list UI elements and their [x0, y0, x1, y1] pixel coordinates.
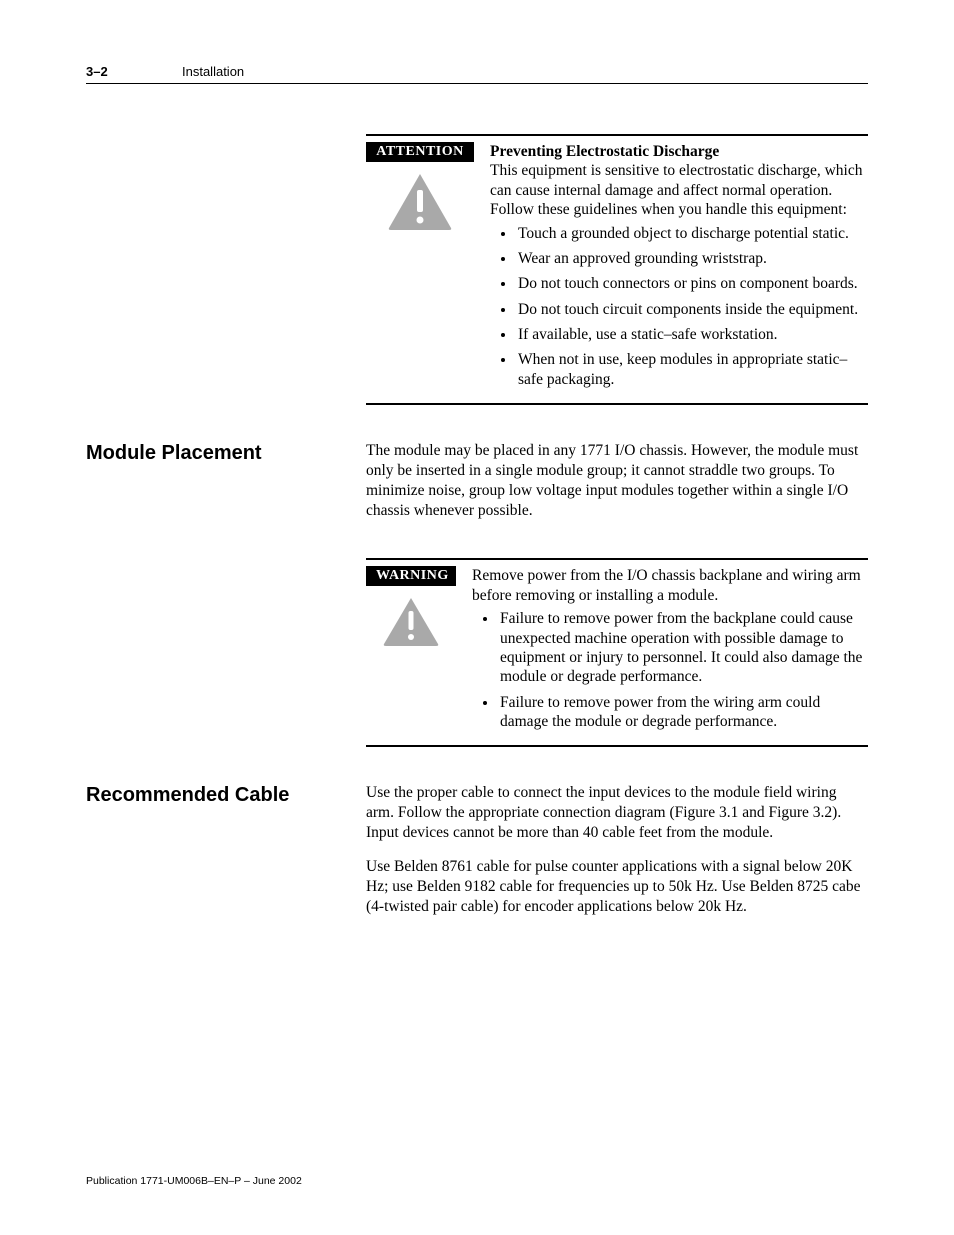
warning-bullet: Failure to remove power from the wiring … — [498, 693, 868, 732]
warning-body: Remove power from the I/O chassis backpl… — [472, 566, 868, 737]
attention-bullet-list: Touch a grounded object to discharge pot… — [490, 224, 868, 390]
recommended-cable-heading: Recommended Cable — [86, 783, 366, 930]
attention-bullet: Do not touch circuit components inside t… — [516, 300, 868, 319]
attention-bullet: If available, use a static–safe workstat… — [516, 325, 868, 344]
attention-bullet: Wear an approved grounding wriststrap. — [516, 249, 868, 268]
attention-lead-title: Preventing Electrostatic Discharge — [490, 143, 719, 160]
recommended-cable-section: Recommended Cable Use the proper cable t… — [86, 783, 868, 930]
warning-callout-wrap: WARNING Remove power from the I/O chassi… — [366, 558, 868, 747]
attention-label: ATTENTION — [366, 142, 474, 162]
warning-callout: WARNING Remove power from the I/O chassi… — [366, 558, 868, 747]
warning-triangle-icon — [386, 172, 454, 235]
page-number: 3–2 — [86, 64, 182, 79]
publication-footer: Publication 1771-UM006B–EN–P – June 2002 — [86, 1175, 302, 1187]
page-header: 3–2 Installation — [86, 64, 868, 84]
page: 3–2 Installation ATTENTION Preventing El… — [0, 0, 954, 1235]
warning-label: WARNING — [366, 566, 456, 586]
attention-callout-wrap: ATTENTION Preventing Electrostatic Disch… — [366, 134, 868, 405]
warning-intro: Remove power from the I/O chassis backpl… — [472, 566, 868, 605]
warning-triangle-icon — [382, 596, 440, 651]
recommended-cable-paragraph-1: Use the proper cable to connect the inpu… — [366, 783, 868, 842]
attention-body: Preventing Electrostatic Discharge This e… — [490, 142, 868, 395]
warning-label-column: WARNING — [366, 566, 456, 737]
module-placement-paragraph: The module may be placed in any 1771 I/O… — [366, 441, 868, 520]
attention-callout: ATTENTION Preventing Electrostatic Disch… — [366, 134, 868, 405]
module-placement-body: The module may be placed in any 1771 I/O… — [366, 441, 868, 534]
recommended-cable-body: Use the proper cable to connect the inpu… — [366, 783, 868, 930]
attention-bullet: Do not touch connectors or pins on compo… — [516, 274, 868, 293]
module-placement-section: Module Placement The module may be place… — [86, 441, 868, 534]
warning-bullet: Failure to remove power from the backpla… — [498, 609, 868, 687]
recommended-cable-paragraph-2: Use Belden 8761 cable for pulse counter … — [366, 857, 868, 916]
warning-bullet-list: Failure to remove power from the backpla… — [472, 609, 868, 731]
attention-intro-text: This equipment is sensitive to electrost… — [490, 162, 862, 218]
attention-bullet: Touch a grounded object to discharge pot… — [516, 224, 868, 243]
chapter-title: Installation — [182, 64, 244, 79]
attention-intro: Preventing Electrostatic Discharge This e… — [490, 142, 868, 220]
module-placement-heading: Module Placement — [86, 441, 366, 534]
attention-bullet: When not in use, keep modules in appropr… — [516, 350, 868, 389]
attention-label-column: ATTENTION — [366, 142, 474, 395]
